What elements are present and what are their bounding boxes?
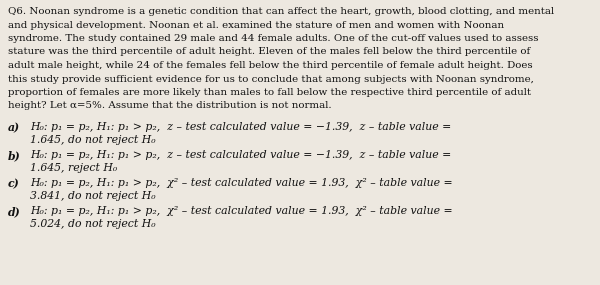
- Text: 5.024, do not reject H₀: 5.024, do not reject H₀: [30, 219, 155, 229]
- Text: syndrome. The study contained 29 male and 44 female adults. One of the cut-off v: syndrome. The study contained 29 male an…: [8, 34, 539, 43]
- Text: H₀: p₁ = p₂, H₁: p₁ > p₂,  χ² – test calculated value = 1.93,  χ² – table value : H₀: p₁ = p₂, H₁: p₁ > p₂, χ² – test calc…: [30, 178, 452, 188]
- Text: height? Let α=5%. Assume that the distribution is not normal.: height? Let α=5%. Assume that the distri…: [8, 101, 332, 111]
- Text: adult male height, while 24 of the females fell below the third percentile of fe: adult male height, while 24 of the femal…: [8, 61, 533, 70]
- Text: H₀: p₁ = p₂, H₁: p₁ > p₂,  χ² – test calculated value = 1.93,  χ² – table value : H₀: p₁ = p₂, H₁: p₁ > p₂, χ² – test calc…: [30, 206, 452, 216]
- Text: a): a): [8, 122, 20, 133]
- Text: 1.645, do not reject H₀: 1.645, do not reject H₀: [30, 135, 155, 145]
- Text: c): c): [8, 178, 20, 189]
- Text: 3.841, do not reject H₀: 3.841, do not reject H₀: [30, 191, 155, 201]
- Text: stature was the third percentile of adult height. Eleven of the males fell below: stature was the third percentile of adul…: [8, 48, 530, 56]
- Text: this study provide sufficient evidence for us to conclude that among subjects wi: this study provide sufficient evidence f…: [8, 74, 534, 84]
- Text: 1.645, reject H₀: 1.645, reject H₀: [30, 163, 117, 173]
- Text: b): b): [8, 150, 21, 161]
- Text: H₀: p₁ = p₂, H₁: p₁ > p₂,  z – test calculated value = −1.39,  z – table value =: H₀: p₁ = p₂, H₁: p₁ > p₂, z – test calcu…: [30, 150, 451, 160]
- Text: Q6. Noonan syndrome is a genetic condition that can affect the heart, growth, bl: Q6. Noonan syndrome is a genetic conditi…: [8, 7, 554, 16]
- Text: H₀: p₁ = p₂, H₁: p₁ > p₂,  z – test calculated value = −1.39,  z – table value =: H₀: p₁ = p₂, H₁: p₁ > p₂, z – test calcu…: [30, 122, 451, 132]
- Text: proportion of females are more likely than males to fall below the respective th: proportion of females are more likely th…: [8, 88, 531, 97]
- Text: and physical development. Noonan et al. examined the stature of men and women wi: and physical development. Noonan et al. …: [8, 21, 504, 30]
- Text: d): d): [8, 206, 21, 217]
